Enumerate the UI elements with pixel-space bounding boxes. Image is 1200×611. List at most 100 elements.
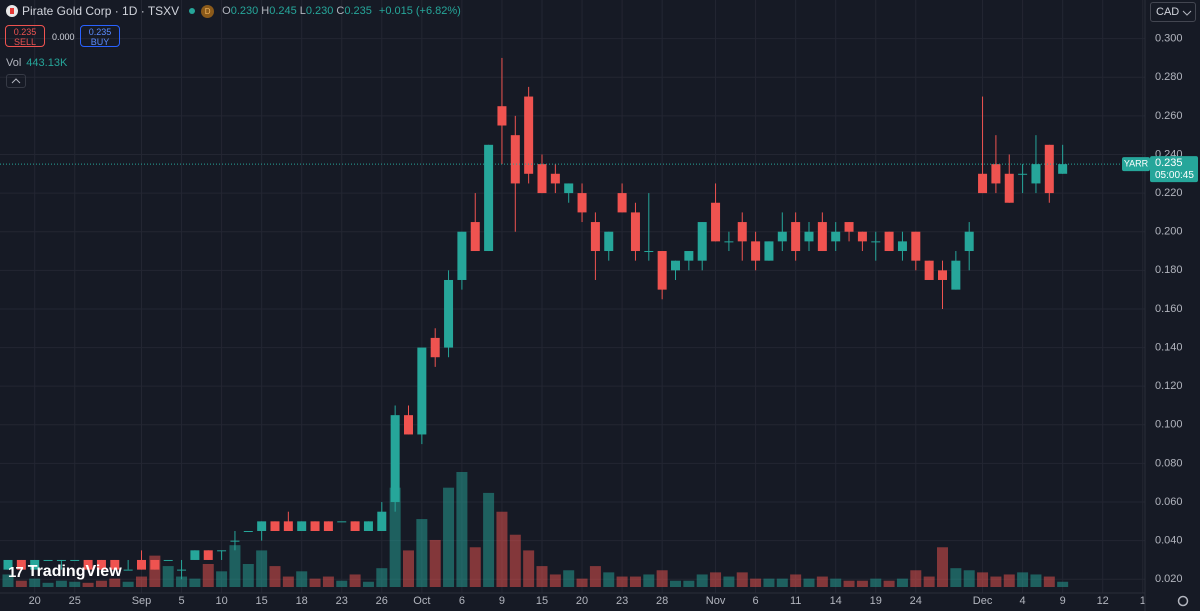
- candle-body: [56, 559, 66, 561]
- volume-bar: [496, 511, 508, 587]
- candle-body: [724, 241, 734, 243]
- buy-label: BUY: [90, 37, 110, 47]
- volume-bar: [910, 570, 922, 587]
- x-tick-label: 4: [1020, 595, 1026, 607]
- candle-body: [590, 222, 600, 252]
- volume-bar: [256, 550, 268, 587]
- candle-body: [470, 222, 480, 252]
- brand-logo[interactable]: 17 TradingView: [8, 563, 122, 581]
- volume-last: 443.13K: [26, 57, 68, 69]
- sell-label: SELL: [13, 37, 37, 47]
- candle-body: [924, 260, 934, 280]
- candle-body: [831, 231, 841, 242]
- x-tick-label: 9: [1060, 595, 1066, 607]
- ohlc-key: O: [222, 5, 231, 17]
- volume-bar: [189, 578, 201, 587]
- volume-bar: [55, 580, 67, 587]
- candle-body: [871, 241, 881, 243]
- y-tick-label: 0.280: [1155, 71, 1183, 83]
- candle-body: [390, 415, 400, 503]
- y-tick-label: 0.220: [1155, 187, 1183, 199]
- x-tick-label: 14: [830, 595, 842, 607]
- currency-button[interactable]: CAD: [1150, 2, 1196, 22]
- volume-bar: [830, 578, 842, 587]
- volume-bar: [403, 550, 414, 587]
- volume-bar: [15, 580, 27, 587]
- volume-bar: [603, 572, 615, 587]
- volume-bar: [1030, 574, 1042, 587]
- candle-body: [110, 559, 120, 570]
- candle-body: [1058, 164, 1068, 174]
- candle-body: [617, 193, 627, 213]
- ohlc-values: O0.230 H0.245 L0.230 C0.235: [222, 5, 375, 17]
- volume-bar: [483, 492, 495, 587]
- candle-body: [524, 96, 534, 174]
- candle-body: [604, 231, 614, 252]
- volume-bar: [629, 576, 641, 587]
- candle-body: [484, 144, 494, 252]
- candle-body: [217, 550, 227, 552]
- volume-bar: [816, 576, 828, 587]
- volume-bar: [42, 582, 54, 587]
- candle-body: [537, 164, 547, 194]
- candle-body: [457, 231, 467, 280]
- x-tick-label: 20: [576, 595, 588, 607]
- candle-body: [283, 521, 293, 532]
- market-status: [189, 8, 196, 14]
- chevron: [11, 78, 21, 84]
- candle-body: [270, 521, 280, 532]
- candle-body: [163, 559, 173, 561]
- candle-body: [938, 270, 947, 280]
- candle-body: [404, 415, 413, 435]
- x-tick-label: 15: [256, 595, 268, 607]
- candle-body: [1044, 144, 1054, 194]
- candle-body: [16, 559, 26, 570]
- volume-bar: [322, 576, 334, 587]
- volume-bar: [977, 572, 989, 587]
- volume-bar: [229, 545, 241, 587]
- candle-body: [844, 222, 854, 232]
- buy-button[interactable]: 0.235 BUY: [80, 25, 120, 47]
- volume-bar: [563, 570, 575, 587]
- legend: Pirate Gold Corp · 1D · TSXV D O0.230 H0.…: [6, 4, 464, 18]
- symbol-title[interactable]: Pirate Gold Corp · 1D · TSXV: [22, 4, 180, 18]
- collapse-button[interactable]: [6, 74, 26, 88]
- sell-button[interactable]: 0.235 SELL: [5, 25, 45, 47]
- ohlc-key: L: [299, 5, 306, 17]
- candle-body: [550, 173, 560, 184]
- candle-body: [377, 511, 387, 532]
- candle-body: [123, 569, 133, 571]
- y-tick-label: 0.120: [1155, 380, 1183, 392]
- x-tick-label: 28: [656, 595, 668, 607]
- brand-name: TradingView: [27, 563, 122, 580]
- ohlc-key: H: [261, 5, 270, 17]
- volume-bar: [136, 576, 147, 587]
- volume-bar: [242, 564, 254, 587]
- y-tick-label: 0.180: [1155, 264, 1183, 276]
- y-tick-label: 0.260: [1155, 110, 1183, 122]
- volume-bar: [456, 472, 468, 587]
- volume-bar: [349, 574, 361, 587]
- candle-body: [30, 559, 40, 570]
- volume-bar: [202, 564, 214, 587]
- x-tick-label: 15: [536, 595, 548, 607]
- volume-bar: [523, 550, 535, 587]
- volume-bar: [149, 555, 161, 587]
- change: +0.015 (+6.82%): [378, 5, 461, 17]
- y-tick-label: 0.200: [1155, 226, 1183, 238]
- candle-body: [96, 559, 106, 570]
- candle-body: [323, 521, 333, 532]
- candle-body: [444, 279, 454, 348]
- volume-bar: [1057, 581, 1069, 587]
- volume-bar: [29, 578, 41, 587]
- logo-mark: 17: [8, 563, 24, 581]
- candle-body: [83, 559, 93, 570]
- candle-body: [137, 559, 146, 570]
- volume-bar: [990, 576, 1002, 587]
- candle-body: [3, 559, 13, 570]
- volume-bar: [937, 547, 948, 587]
- ohlc-key: C: [336, 5, 345, 17]
- volume-bar: [336, 580, 348, 587]
- candle-body: [43, 559, 53, 561]
